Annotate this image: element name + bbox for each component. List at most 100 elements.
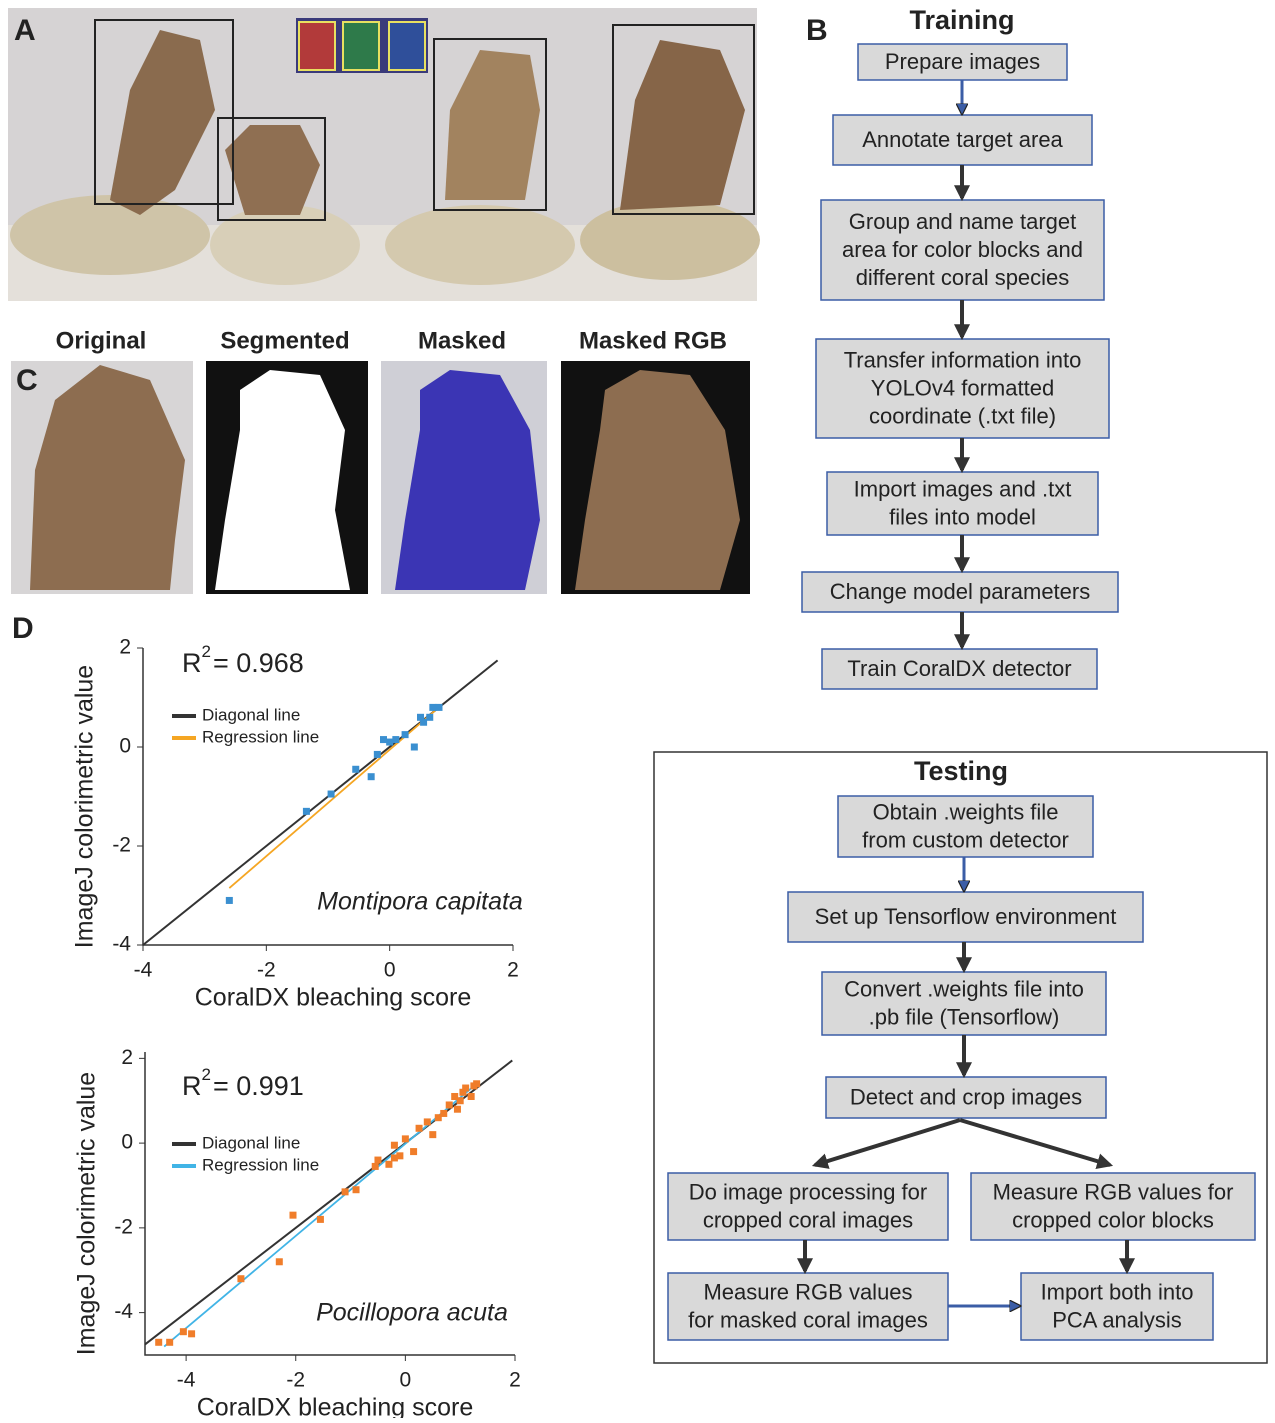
point bbox=[454, 1106, 461, 1113]
flow-arrow bbox=[960, 1120, 1110, 1165]
point bbox=[386, 739, 393, 746]
y-tick-label: 2 bbox=[119, 636, 131, 659]
point bbox=[180, 1328, 187, 1335]
x-axis-label: CoralDX bleaching score bbox=[195, 984, 472, 1012]
flow-text: Change model parameters bbox=[830, 579, 1090, 604]
point bbox=[226, 897, 233, 904]
r2-sup: 2 bbox=[202, 1065, 211, 1084]
point bbox=[237, 1275, 244, 1282]
point bbox=[276, 1258, 283, 1265]
y-axis-label: ImageJ colorimetric value bbox=[73, 1072, 101, 1355]
point bbox=[468, 1093, 475, 1100]
point bbox=[420, 719, 427, 726]
y-tick-label: -2 bbox=[114, 1215, 133, 1238]
point bbox=[416, 1125, 423, 1132]
y-tick-label: 2 bbox=[121, 1046, 133, 1069]
annotation: Pocillopora acuta bbox=[316, 1299, 508, 1327]
x-tick-label: 0 bbox=[384, 959, 396, 982]
panel-label: B bbox=[806, 14, 828, 47]
point bbox=[426, 714, 433, 721]
flow-text: Prepare images bbox=[885, 49, 1040, 74]
x-tick-label: -4 bbox=[134, 959, 153, 982]
point bbox=[353, 1186, 360, 1193]
point bbox=[380, 736, 387, 743]
r2-label: R2= 0.991 bbox=[182, 1065, 304, 1101]
flow-text: Set up Tensorflow environment bbox=[815, 904, 1117, 929]
point bbox=[411, 744, 418, 751]
caption: Original bbox=[56, 327, 147, 354]
point bbox=[391, 1142, 398, 1149]
flow-text: Transfer information into bbox=[844, 347, 1082, 372]
point bbox=[317, 1216, 324, 1223]
flow-text: Train CoralDX detector bbox=[847, 656, 1071, 681]
flow-text: files into model bbox=[889, 504, 1036, 529]
flow-title: Training bbox=[909, 5, 1014, 35]
flow-text: YOLOv4 formatted bbox=[871, 375, 1054, 400]
annotation: Montipora capitata bbox=[317, 888, 523, 916]
legend-label: Regression line bbox=[202, 727, 319, 746]
x-tick-label: 2 bbox=[507, 959, 519, 982]
photo-a bbox=[8, 8, 760, 301]
flow-title: Testing bbox=[914, 756, 1008, 786]
flow-text: Import both into bbox=[1041, 1279, 1194, 1304]
point bbox=[429, 704, 436, 711]
panel-label: A bbox=[14, 14, 36, 47]
r2-rest: = 0.968 bbox=[213, 648, 304, 678]
point bbox=[429, 1131, 436, 1138]
point bbox=[440, 1110, 447, 1117]
point bbox=[402, 1135, 409, 1142]
point bbox=[462, 1085, 469, 1092]
y-tick-label: 0 bbox=[119, 735, 131, 758]
point bbox=[166, 1339, 173, 1346]
point bbox=[457, 1097, 464, 1104]
flow-text: different coral species bbox=[856, 265, 1070, 290]
point bbox=[374, 1157, 381, 1164]
point bbox=[188, 1330, 195, 1337]
point bbox=[396, 1152, 403, 1159]
x-tick-label: -2 bbox=[257, 959, 276, 982]
figure: A B C D Original Segmented Masked Masked… bbox=[0, 0, 1275, 1418]
legend-label: Regression line bbox=[202, 1155, 319, 1174]
flow-text: from custom detector bbox=[862, 827, 1069, 852]
flow-text: area for color blocks and bbox=[842, 237, 1083, 262]
point bbox=[290, 1212, 297, 1219]
point bbox=[328, 791, 335, 798]
flow-text: Group and name target bbox=[849, 209, 1076, 234]
point bbox=[402, 731, 409, 738]
point bbox=[436, 704, 443, 711]
panel-label: D bbox=[12, 612, 34, 645]
point bbox=[473, 1080, 480, 1087]
point bbox=[446, 1101, 453, 1108]
x-tick-label: 2 bbox=[509, 1369, 521, 1392]
r2-label: R2= 0.968 bbox=[182, 642, 304, 678]
point bbox=[410, 1148, 417, 1155]
x-tick-label: 0 bbox=[400, 1369, 412, 1392]
caption: Masked RGB bbox=[579, 327, 727, 354]
flow-arrow bbox=[815, 1120, 960, 1165]
x-tick-label: -2 bbox=[286, 1369, 305, 1392]
y-tick-label: -4 bbox=[114, 1300, 133, 1323]
flow-text: Obtain .weights file bbox=[873, 799, 1059, 824]
flow-text: Annotate target area bbox=[862, 127, 1063, 152]
flow-text: cropped coral images bbox=[703, 1207, 913, 1232]
flow-text: coordinate (.txt file) bbox=[869, 403, 1056, 428]
point bbox=[155, 1339, 162, 1346]
point bbox=[352, 766, 359, 773]
point bbox=[424, 1118, 431, 1125]
flow-text: Convert .weights file into bbox=[844, 976, 1084, 1001]
flow-text: cropped color blocks bbox=[1012, 1207, 1214, 1232]
r2-base: R bbox=[182, 648, 202, 678]
flow-text: Measure RGB values bbox=[703, 1279, 912, 1304]
r2-rest: = 0.991 bbox=[213, 1071, 304, 1101]
r2-sup: 2 bbox=[202, 642, 211, 661]
flow-text: Import images and .txt bbox=[854, 476, 1072, 501]
y-axis-label: ImageJ colorimetric value bbox=[71, 665, 99, 948]
point bbox=[392, 736, 399, 743]
point bbox=[342, 1188, 349, 1195]
flow-text: for masked coral images bbox=[688, 1307, 928, 1332]
r2-base: R bbox=[182, 1071, 202, 1101]
caption: Masked bbox=[418, 327, 506, 354]
y-tick-label: 0 bbox=[121, 1131, 133, 1154]
flow-text: Measure RGB values for bbox=[993, 1179, 1234, 1204]
caption: Segmented bbox=[220, 327, 349, 354]
